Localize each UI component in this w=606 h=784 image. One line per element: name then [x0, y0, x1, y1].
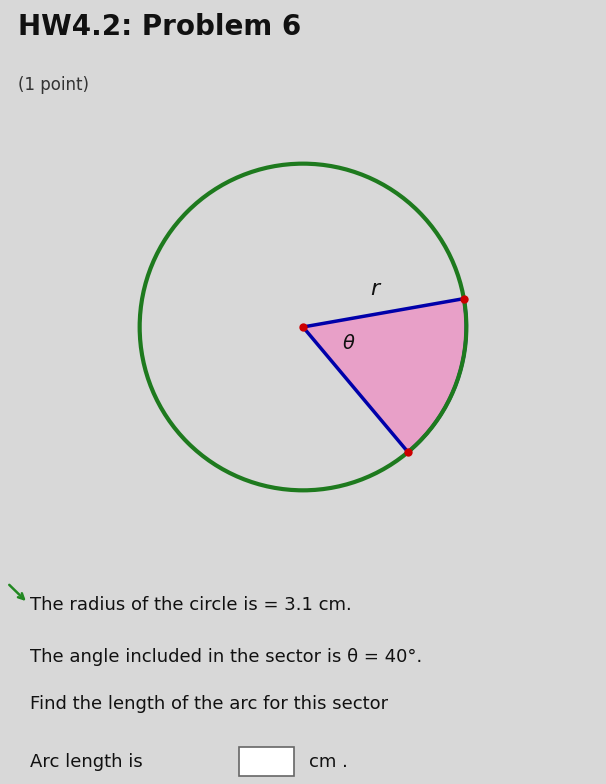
- Text: r: r: [371, 278, 380, 299]
- Text: The angle included in the sector is θ = 40°.: The angle included in the sector is θ = …: [30, 648, 422, 666]
- FancyBboxPatch shape: [239, 747, 294, 776]
- Text: cm .: cm .: [309, 753, 348, 771]
- Wedge shape: [303, 299, 467, 452]
- Text: (1 point): (1 point): [18, 76, 89, 94]
- Text: The radius of the circle is = 3.1 cm.: The radius of the circle is = 3.1 cm.: [30, 597, 352, 614]
- Text: θ: θ: [343, 334, 355, 354]
- Text: Find the length of the arc for this sector: Find the length of the arc for this sect…: [30, 695, 388, 713]
- Text: HW4.2: Problem 6: HW4.2: Problem 6: [18, 13, 301, 41]
- Text: Arc length is: Arc length is: [30, 753, 143, 771]
